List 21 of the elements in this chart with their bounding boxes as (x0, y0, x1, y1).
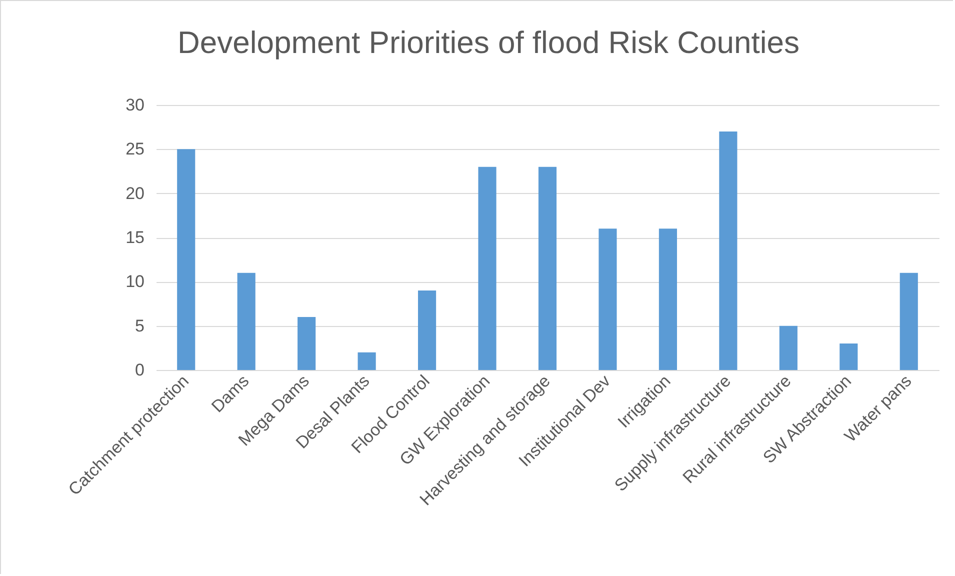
bar (598, 228, 617, 370)
bar (779, 326, 798, 370)
y-tick-label: 30 (126, 96, 144, 114)
bar (658, 228, 677, 370)
bar (478, 166, 496, 370)
bar (177, 149, 196, 370)
bar (538, 166, 557, 370)
y-tick-label: 10 (126, 272, 144, 292)
bar (840, 344, 858, 370)
bar (298, 317, 316, 370)
bar (237, 272, 256, 370)
chart-title: Development Priorities of flood Risk Counties (178, 25, 800, 60)
bar (719, 132, 738, 370)
y-tick-label: 25 (126, 140, 144, 159)
y-tick-label: 15 (126, 228, 144, 247)
bar (418, 290, 436, 370)
y-tick-label: 20 (126, 184, 144, 203)
y-tick-label: 0 (135, 360, 144, 380)
y-tick-label: 5 (135, 316, 144, 336)
bar (900, 272, 918, 370)
bar (358, 352, 376, 370)
